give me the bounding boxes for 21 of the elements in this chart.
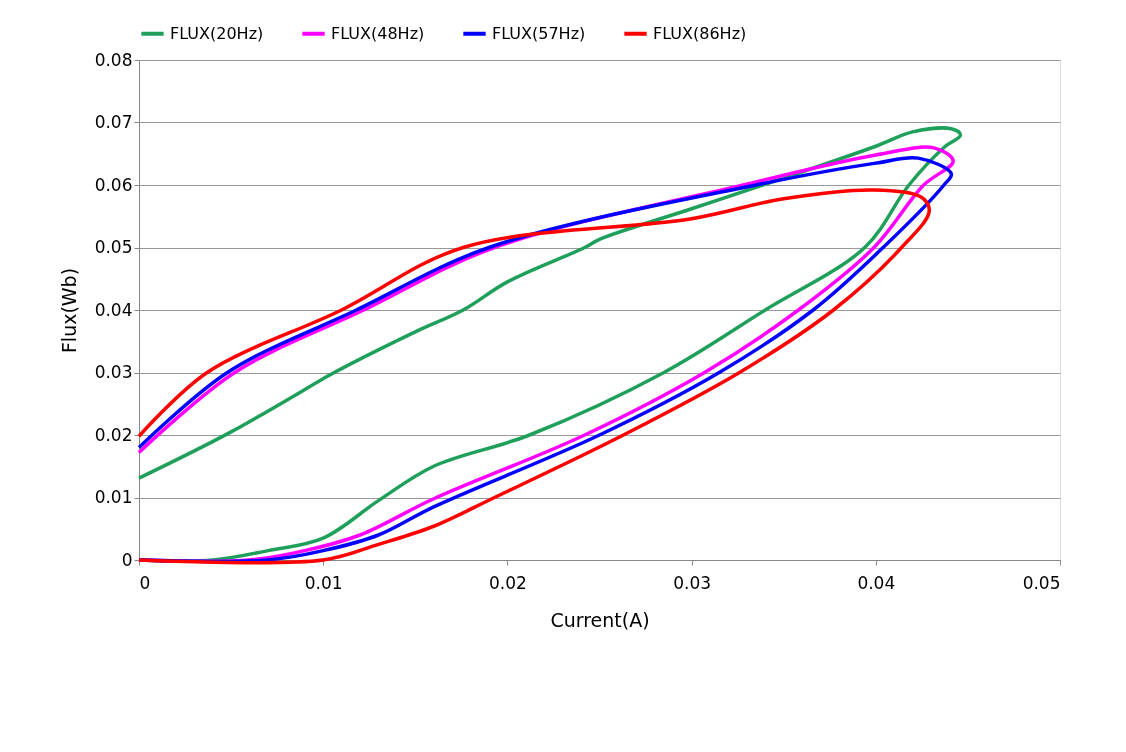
y-tick-label: 0.04 [94, 299, 133, 320]
x-tick-label: 0.01 [304, 572, 343, 593]
y-tick-label: 0.03 [94, 362, 133, 382]
x-tick-label: 0.05 [1022, 572, 1061, 593]
legend-label: FLUX(20Hz) [170, 23, 264, 43]
legend-label: FLUX(48Hz) [331, 23, 425, 43]
y-tick-label: 0.05 [94, 237, 133, 257]
legend-label: FLUX(86Hz) [653, 23, 747, 43]
legend-label: FLUX(57Hz) [492, 23, 586, 43]
y-axis-title: Flux(Wb) [57, 267, 80, 354]
y-tick-label: 0.08 [94, 49, 133, 70]
y-tick-label: 0 [121, 549, 133, 570]
x-tick-label: 0.03 [673, 572, 712, 593]
x-tick-label: 0.04 [857, 572, 896, 593]
y-tick-label: 0.07 [94, 112, 133, 132]
y-tick-label: 0.02 [94, 424, 133, 445]
x-axis-title: Current(A) [550, 608, 650, 631]
x-tick-label: 0.02 [488, 572, 527, 593]
x-tick-label: 0 [139, 572, 151, 593]
y-tick-label: 0.01 [94, 487, 133, 507]
y-tick-label: 0.06 [94, 174, 133, 195]
